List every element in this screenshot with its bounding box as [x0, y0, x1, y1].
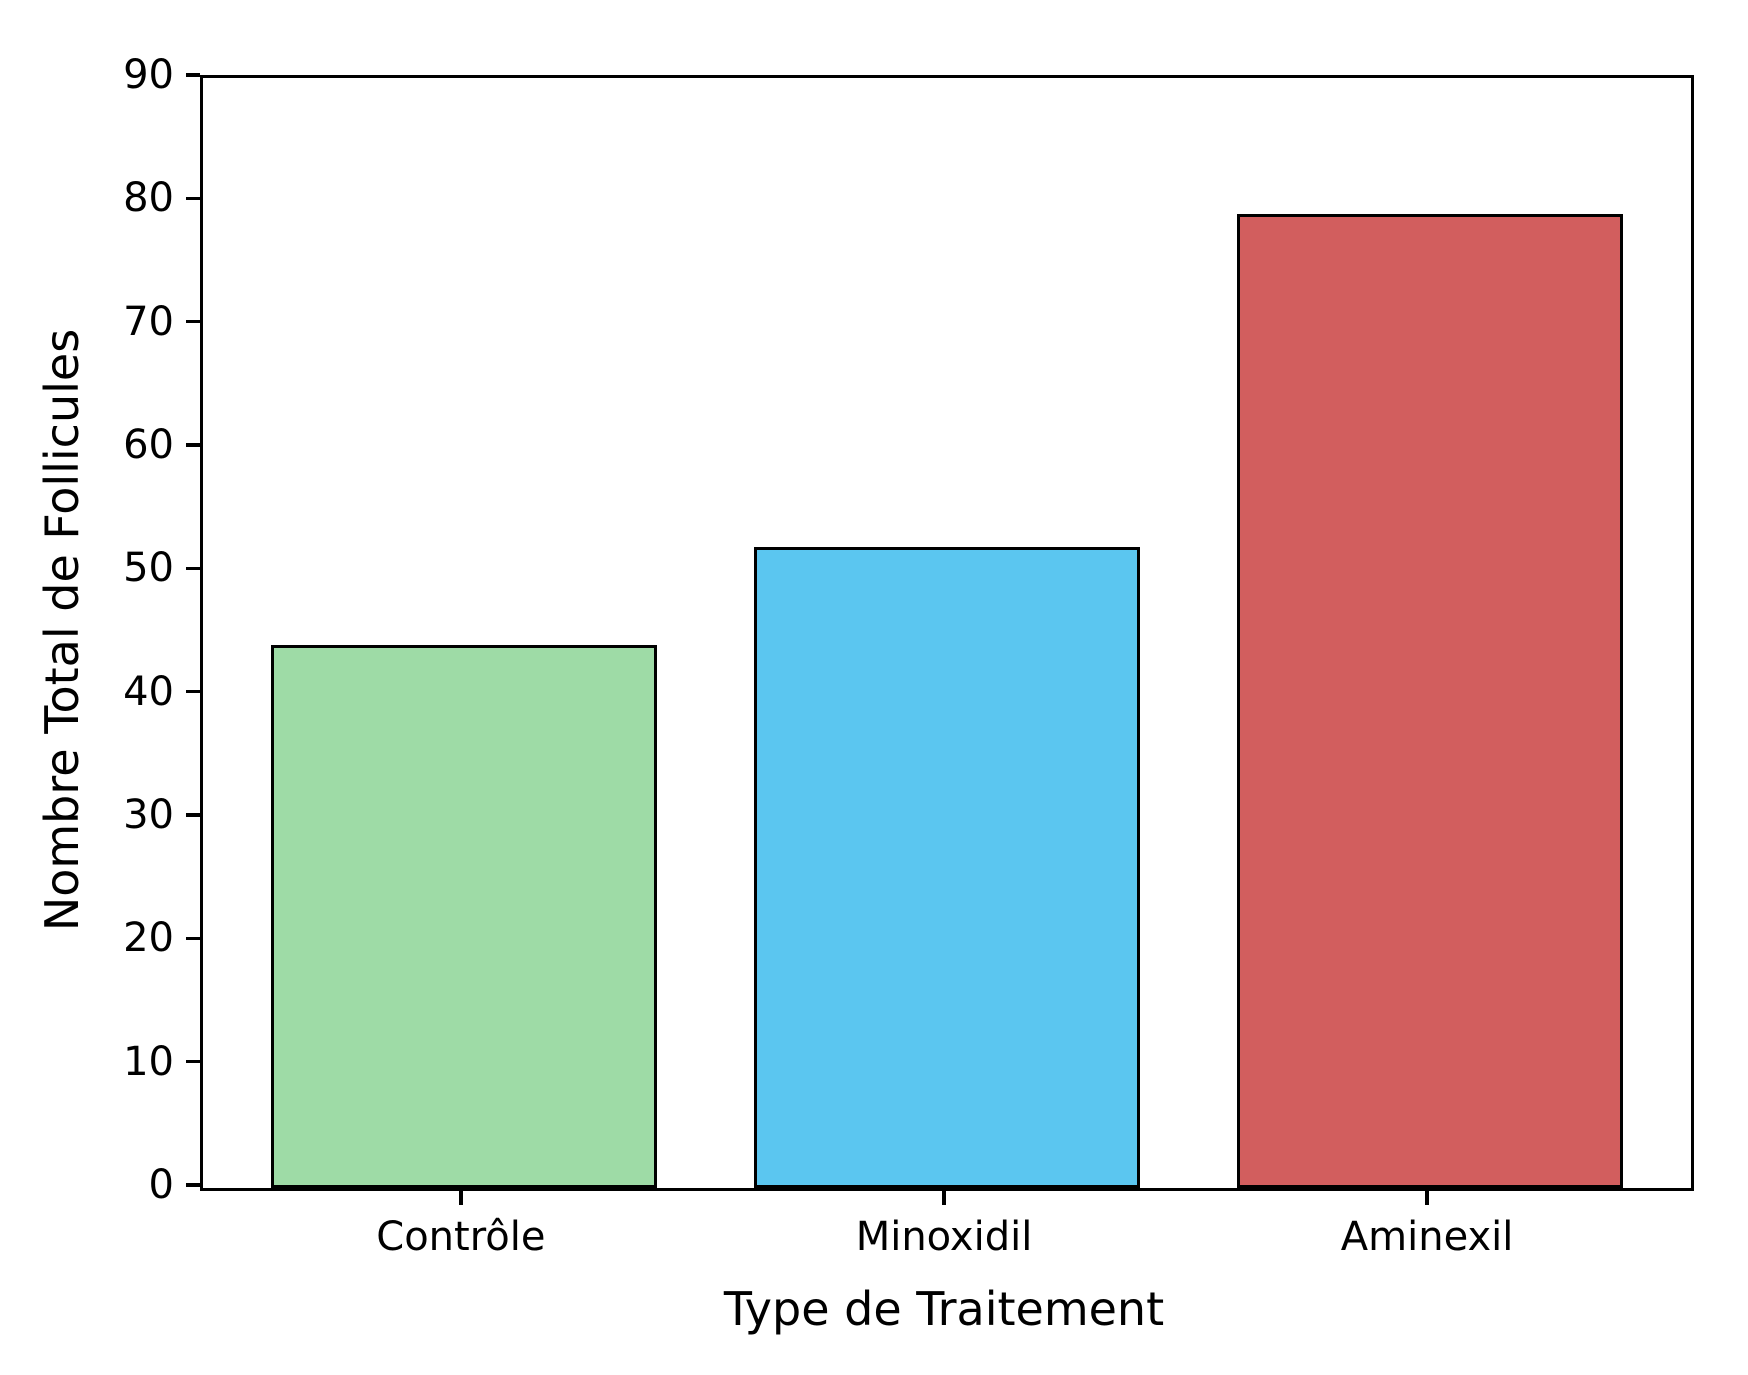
bar-minoxidil — [753, 546, 1141, 1188]
x-tick-mark-minoxidil — [942, 1191, 946, 1205]
plot-area — [200, 75, 1694, 1191]
y-axis-title: Nombre Total de Follicules — [35, 328, 89, 932]
y-tick-mark-70 — [186, 319, 200, 324]
y-tick-mark-20 — [186, 936, 200, 941]
y-tick-label-50: 50 — [123, 545, 174, 592]
y-tick-label-60: 60 — [123, 422, 174, 468]
y-tick-mark-40 — [186, 689, 200, 694]
y-tick-mark-60 — [186, 443, 200, 447]
y-tick-mark-30 — [186, 813, 200, 817]
x-axis-title: Type de Traitement — [723, 1282, 1165, 1336]
bar-controle — [270, 645, 658, 1188]
y-tick-label-30: 30 — [123, 792, 174, 838]
y-tick-label-0: 0 — [148, 1162, 174, 1208]
y-tick-label-10: 10 — [123, 1038, 174, 1085]
y-tick-mark-50 — [186, 566, 200, 571]
y-tick-label-70: 70 — [123, 298, 174, 345]
bar-aminexil — [1236, 213, 1624, 1188]
y-tick-mark-0 — [186, 1183, 200, 1187]
y-tick-label-20: 20 — [123, 915, 174, 962]
x-tick-mark-controle — [459, 1191, 463, 1205]
y-tick-label-80: 80 — [123, 175, 174, 222]
y-tick-mark-10 — [186, 1059, 200, 1064]
y-tick-mark-90 — [186, 73, 200, 77]
x-tick-label-aminexil: Aminexil — [1340, 1214, 1514, 1260]
y-tick-label-40: 40 — [123, 668, 174, 715]
x-tick-label-controle: Contrôle — [376, 1214, 546, 1260]
x-tick-mark-aminexil — [1425, 1191, 1429, 1205]
y-tick-label-90: 90 — [123, 52, 174, 98]
x-tick-label-minoxidil: Minoxidil — [855, 1214, 1033, 1260]
y-tick-mark-80 — [186, 196, 200, 201]
